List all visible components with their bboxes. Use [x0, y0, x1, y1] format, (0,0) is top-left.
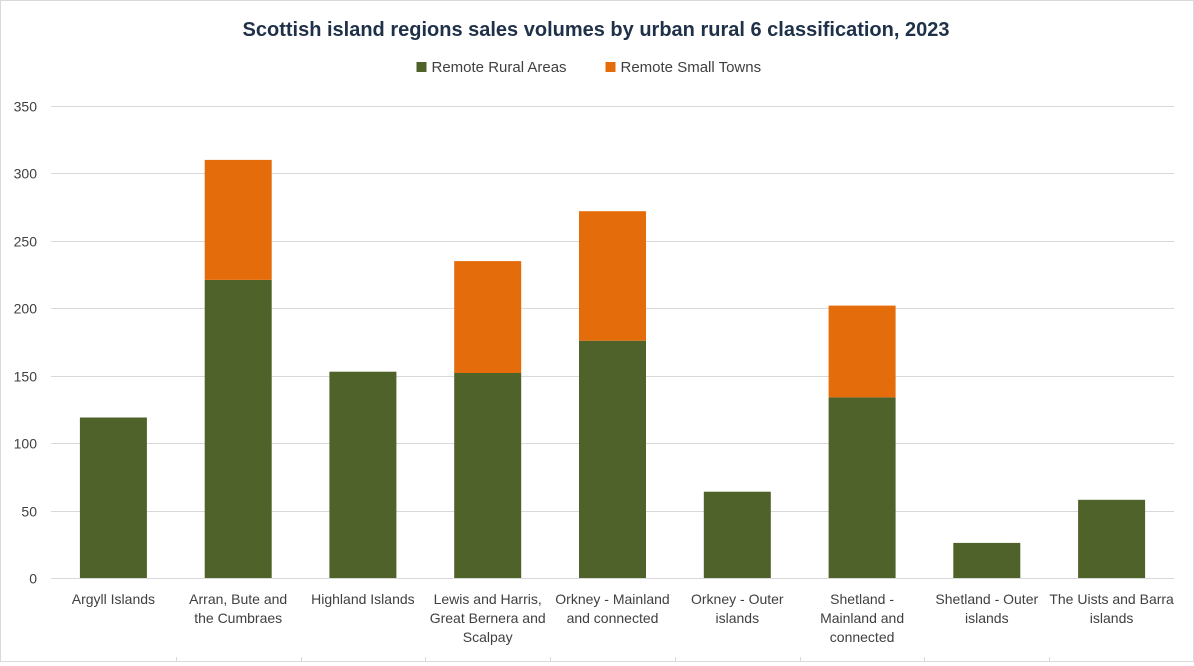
bar-segment-remote-rural-areas	[79, 417, 147, 578]
x-tick-label: Argyll Islands	[72, 591, 155, 607]
chart-title: Scottish island regions sales volumes by…	[243, 19, 950, 41]
x-tick-label: Orkney - Outer islands	[691, 591, 784, 626]
legend-label: Remote Small Towns	[621, 59, 762, 76]
y-tick-label: 300	[14, 166, 38, 182]
y-tick-label: 350	[14, 99, 38, 115]
bar-segment-remote-small-towns	[579, 211, 646, 341]
y-tick-label: 200	[14, 301, 38, 317]
y-tick-label: 100	[14, 436, 38, 452]
bar-segment-remote-rural-areas	[454, 373, 522, 578]
y-tick-label: 0	[29, 571, 37, 587]
x-tick-label: Lewis and Harris, Great Bernera and Scalpa…	[430, 591, 546, 645]
bar-segment-remote-rural-areas	[204, 280, 272, 578]
bar-segment-remote-rural-areas	[703, 491, 771, 578]
x-tick-label: Highland Islands	[311, 591, 415, 607]
legend-swatch	[605, 62, 616, 72]
bar-segment-remote-small-towns	[204, 159, 272, 280]
x-tick-label: Shetland -Mainland and connected	[820, 591, 904, 645]
x-tick-label: Orkney - Mainland and connected	[555, 591, 669, 626]
x-tick-label: The Uists and Barra islands	[1049, 591, 1174, 626]
x-tick-label: Shetland - Outer islands	[935, 591, 1038, 626]
y-tick-label: 150	[14, 369, 38, 385]
legend: Remote Rural Areas Remote Small Towns	[416, 59, 762, 76]
bar-segment-remote-small-towns	[828, 305, 896, 398]
bars	[79, 159, 1146, 578]
legend-swatch	[416, 62, 427, 72]
bar-segment-remote-rural-areas	[1078, 499, 1146, 578]
y-axis: 0 50 100 150 200 250 300 350	[14, 99, 1174, 587]
bar-segment-remote-rural-areas	[953, 542, 1021, 578]
x-tick-label: Arran, Bute and the Cumbraes	[189, 591, 287, 626]
bar-segment-remote-rural-areas	[579, 340, 646, 578]
x-axis: Argyll Islands Arran, Bute and the Cumbrae…	[72, 591, 1174, 661]
y-tick-label: 250	[14, 234, 38, 250]
bar-segment-remote-small-towns	[454, 261, 522, 373]
legend-label: Remote Rural Areas	[432, 59, 567, 76]
bar-segment-remote-rural-areas	[329, 371, 397, 578]
bar-segment-remote-rural-areas	[828, 397, 896, 578]
y-tick-label: 50	[21, 504, 37, 520]
